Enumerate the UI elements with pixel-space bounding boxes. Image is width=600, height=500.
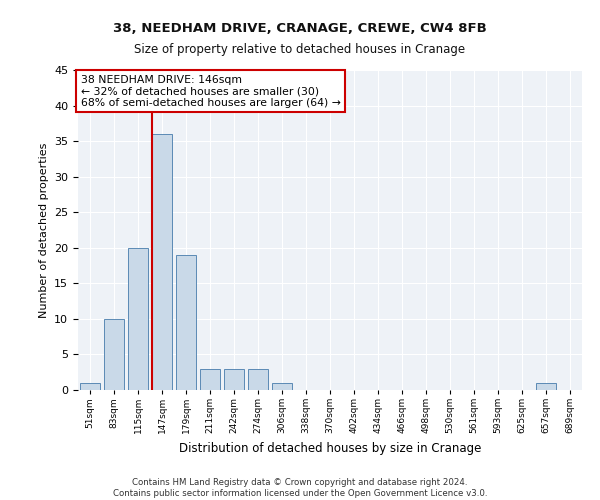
Bar xyxy=(80,383,100,390)
Bar xyxy=(248,368,268,390)
Text: 38 NEEDHAM DRIVE: 146sqm
← 32% of detached houses are smaller (30)
68% of semi-d: 38 NEEDHAM DRIVE: 146sqm ← 32% of detach… xyxy=(80,75,340,108)
Text: Size of property relative to detached houses in Cranage: Size of property relative to detached ho… xyxy=(134,42,466,56)
Y-axis label: Number of detached properties: Number of detached properties xyxy=(38,142,49,318)
Text: 38, NEEDHAM DRIVE, CRANAGE, CREWE, CW4 8FB: 38, NEEDHAM DRIVE, CRANAGE, CREWE, CW4 8… xyxy=(113,22,487,36)
Bar xyxy=(272,383,292,390)
Text: Contains HM Land Registry data © Crown copyright and database right 2024.
Contai: Contains HM Land Registry data © Crown c… xyxy=(113,478,487,498)
X-axis label: Distribution of detached houses by size in Cranage: Distribution of detached houses by size … xyxy=(179,442,481,454)
Bar xyxy=(224,368,244,390)
Bar xyxy=(536,383,556,390)
Bar xyxy=(152,134,172,390)
Bar xyxy=(176,255,196,390)
Bar xyxy=(128,248,148,390)
Bar xyxy=(200,368,220,390)
Bar xyxy=(104,319,124,390)
